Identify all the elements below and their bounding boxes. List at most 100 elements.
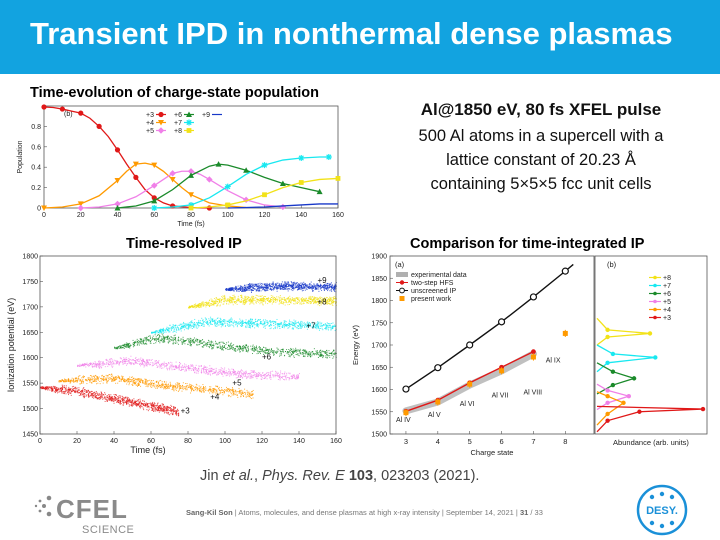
ip-point-+3 — [119, 400, 121, 402]
ip-point-+6 — [311, 355, 313, 357]
ip-point-+7 — [312, 324, 314, 326]
ip-point-+8 — [310, 297, 312, 299]
ip-point-+3 — [110, 396, 112, 398]
ip-point-+3 — [128, 398, 130, 400]
ip-point-+8 — [259, 303, 261, 305]
ip-point-+7 — [275, 321, 277, 323]
ip-point-+5 — [140, 365, 142, 367]
ip-point-+5 — [189, 368, 191, 370]
ip-point-+4 — [205, 389, 207, 391]
ip-point-+6 — [163, 338, 165, 340]
ip-point-+6 — [325, 351, 327, 353]
ip-point-+7 — [215, 319, 217, 321]
ip-point-+7 — [193, 326, 195, 328]
ip-point-+3 — [162, 408, 164, 410]
ip-point-+4 — [114, 380, 116, 382]
ip-point-+7 — [184, 326, 186, 328]
ip-point-+5 — [205, 368, 207, 370]
ip-point-+4 — [152, 380, 154, 382]
ip-point-+3 — [102, 398, 104, 400]
ip-point-+6 — [162, 334, 164, 336]
ip-point-+5 — [100, 360, 102, 362]
ip-point-+6 — [167, 341, 169, 343]
ip-point-+5 — [86, 364, 88, 366]
ip-point-+5 — [254, 373, 256, 375]
ip-point-+7 — [330, 328, 332, 330]
ip-point-+3 — [162, 403, 164, 405]
ip-point-+5 — [139, 358, 141, 360]
ip-point-+5 — [267, 374, 269, 376]
ip-point-+5 — [263, 374, 265, 376]
ip-point-+5 — [209, 371, 211, 373]
ip-point-+3 — [95, 392, 97, 394]
ip-point-+4 — [133, 377, 135, 379]
ip-point-+6 — [297, 349, 299, 351]
ip-point-+7 — [263, 323, 265, 325]
ip-point-+4 — [67, 378, 69, 380]
ip-point-+7 — [277, 323, 279, 325]
ip-point-+7 — [299, 327, 301, 329]
ip-point-+7 — [220, 321, 222, 323]
ip-point-+3 — [91, 393, 93, 395]
ip-point-+3 — [68, 394, 70, 396]
ip-point-+6 — [169, 339, 171, 341]
ip-point-+3 — [161, 409, 163, 411]
ip-point-+4 — [151, 382, 153, 384]
ip-point-+5 — [109, 358, 111, 360]
ip-point-+6 — [149, 338, 151, 340]
ip-point-+7 — [313, 326, 315, 328]
ip-point-+6 — [229, 345, 231, 347]
ip-point-+4 — [150, 386, 152, 388]
ip-point-+7 — [232, 323, 234, 325]
ip-point-+6 — [235, 346, 237, 348]
ip-point-+5 — [285, 372, 287, 374]
ip-point-+8 — [200, 304, 202, 306]
ip-point-+5 — [292, 375, 294, 377]
ip-point-+7 — [258, 324, 260, 326]
ip-point-+4 — [247, 391, 249, 393]
ip-point-+4 — [91, 378, 93, 380]
ip-point-+6 — [145, 340, 147, 342]
ip-point-+4 — [235, 392, 237, 394]
legend-marker — [186, 128, 192, 133]
ip-point-+6 — [267, 348, 269, 350]
ip-point-+6 — [299, 353, 301, 355]
ip-point-+5 — [162, 367, 164, 369]
ip-point-+7 — [209, 322, 211, 324]
ip-point-+3 — [171, 410, 173, 412]
ip-point-+5 — [211, 373, 213, 375]
ip-point-+7 — [155, 330, 157, 332]
ip-point-+5 — [251, 376, 253, 378]
ip-point-+8 — [297, 299, 299, 301]
ip-point-+7 — [176, 329, 178, 331]
ip-point-+7 — [226, 321, 228, 323]
ip-point-+3 — [163, 412, 165, 414]
ip-point-+5 — [200, 370, 202, 372]
ip-point-+3 — [157, 406, 159, 408]
ip-point-+4 — [214, 389, 216, 391]
ip-point-+4 — [133, 381, 135, 383]
ip-point-+4 — [68, 381, 70, 383]
ip-point-+5 — [81, 364, 83, 366]
ip-point-+4 — [108, 377, 110, 379]
ip-point-+7 — [275, 326, 277, 328]
data-point — [77, 201, 84, 207]
ip-point-+4 — [117, 375, 119, 377]
ip-point-+8 — [328, 301, 330, 303]
ip-point-+6 — [149, 341, 151, 343]
ip-point-+5 — [245, 370, 247, 372]
ip-point-+4 — [218, 393, 220, 395]
ip-point-+7 — [329, 326, 331, 328]
ip-point-+4 — [165, 385, 167, 387]
ip-point-+5 — [190, 365, 192, 367]
ip-point-+7 — [295, 322, 297, 324]
ip-point-+4 — [167, 384, 169, 386]
ip-point-+3 — [52, 390, 54, 392]
ip-point-+8 — [319, 296, 321, 298]
ip-point-+5 — [232, 372, 234, 374]
ip-point-+7 — [246, 322, 248, 324]
ip-point-+7 — [168, 328, 170, 330]
ip-point-+4 — [149, 384, 151, 386]
ip-point-+3 — [99, 396, 101, 398]
ip-point-+3 — [136, 404, 138, 406]
